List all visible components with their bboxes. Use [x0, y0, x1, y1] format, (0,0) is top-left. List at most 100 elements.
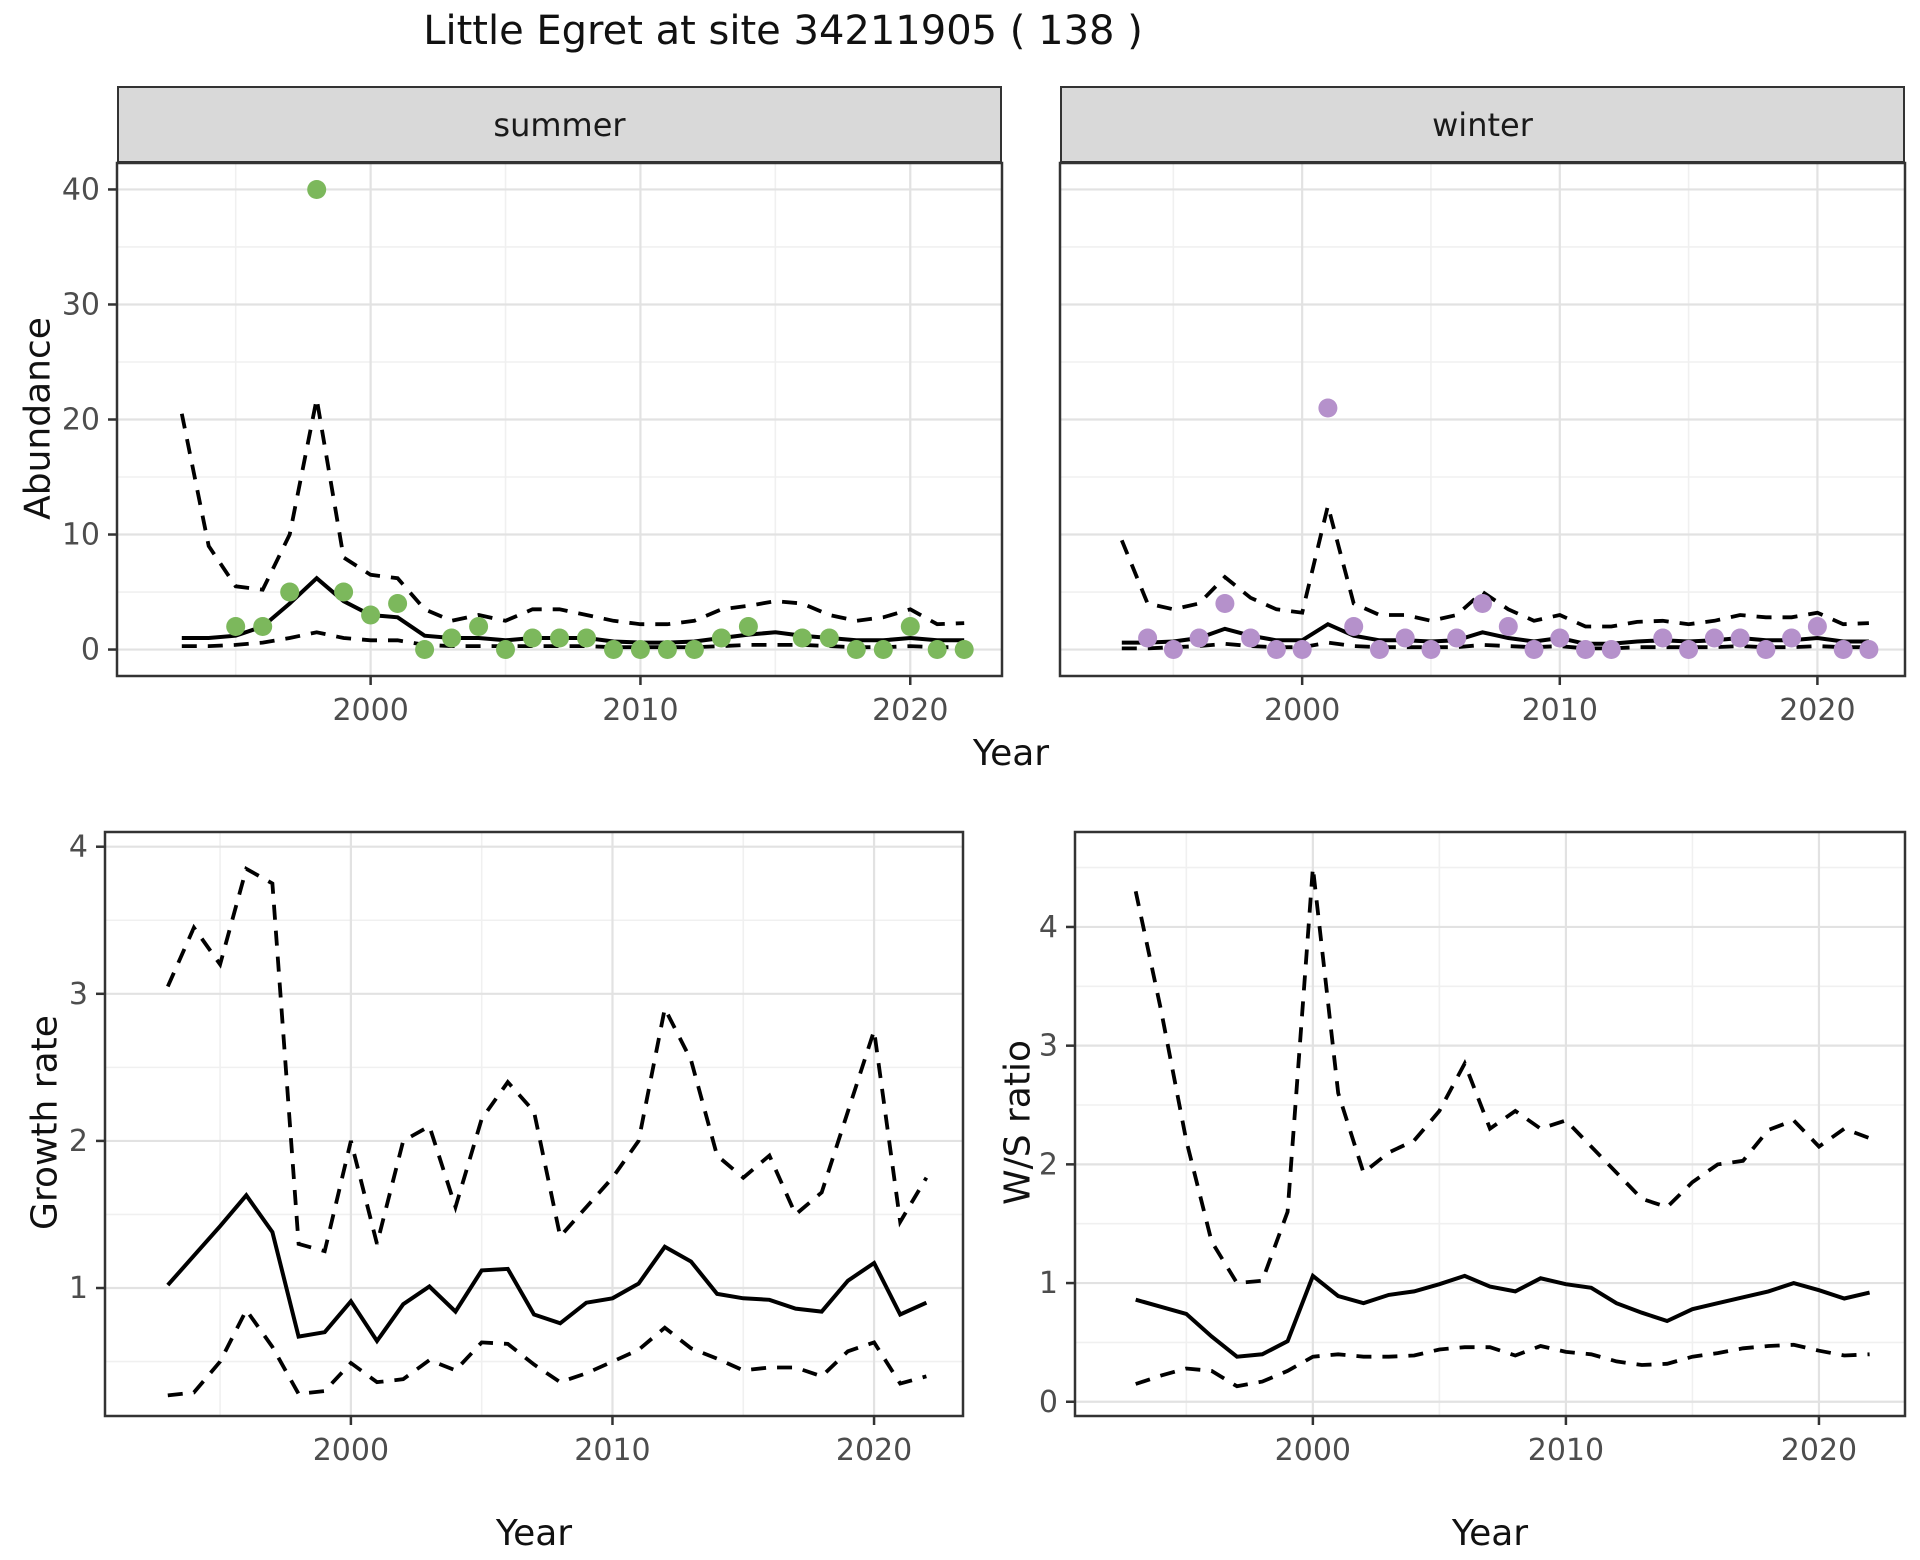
- y-tick-label: 4: [69, 830, 88, 865]
- summer-observation-point: [442, 628, 462, 648]
- summer-observation-point: [550, 628, 569, 648]
- winter-observation-point: [1524, 640, 1544, 659]
- y-tick-label: 2: [1039, 1147, 1058, 1182]
- y-tick-label: 1: [1039, 1266, 1058, 1301]
- summer-observation-point: [577, 628, 596, 648]
- winter-observation-point: [1859, 640, 1879, 659]
- top-year-axis-title: Year: [972, 733, 1050, 774]
- ws-ratio-axis-title: W/S ratio: [997, 1039, 1039, 1206]
- winter-observation-point: [1163, 640, 1183, 659]
- facet-strip-winter: winter: [1060, 86, 1905, 163]
- summer-observation-point: [604, 640, 623, 659]
- panel-winter: 2000 2010 2020: [1058, 161, 1907, 728]
- winter-observation-point: [1704, 628, 1724, 648]
- winter-observation-point: [1730, 628, 1750, 648]
- winter-lower_ci-line: [1121, 640, 1869, 651]
- x-tick-label: 2020: [836, 1433, 912, 1468]
- panel-ws: 2000 2010 2020 0 1 2 3 4: [1039, 830, 1907, 1468]
- winter-observation-point: [1447, 628, 1467, 648]
- x-tick-label: 2010: [1522, 693, 1598, 728]
- winter-observation-point: [1421, 640, 1441, 659]
- ws-year-axis-title: Year: [1451, 1513, 1529, 1554]
- x-tick-label: 2000: [313, 1433, 389, 1468]
- growth-upper_ci-line: [166, 865, 929, 1254]
- winter-observation-point: [1215, 594, 1235, 613]
- summer-observation-point: [469, 617, 489, 636]
- y-tick-label: 0: [1039, 1385, 1058, 1420]
- winter-observation-point: [1344, 617, 1364, 636]
- winter-upper_ci-line: [1120, 505, 1869, 629]
- y-tick-label: 30: [62, 287, 100, 322]
- winter-observation-point: [1601, 640, 1621, 659]
- panel-border: [1073, 830, 1907, 1418]
- winter-observation-point: [1370, 640, 1389, 659]
- growth-rate-axis-title: Growth rate: [24, 1015, 66, 1230]
- facet-strip-winter-label: winter: [1432, 105, 1533, 144]
- winter-observation-point: [1138, 628, 1158, 648]
- winter-observation-point: [1498, 617, 1518, 636]
- summer-observation-point: [873, 640, 893, 659]
- summer-observation-point: [819, 628, 839, 648]
- summer-observation-point: [792, 628, 812, 648]
- summer-observation-point: [846, 640, 866, 659]
- ws-lower_ci-line: [1135, 1342, 1870, 1389]
- growth-year-axis-title: Year: [495, 1513, 573, 1554]
- y-tick-label: 3: [1039, 1029, 1058, 1064]
- summer-observation-point: [657, 640, 677, 659]
- summer-observation-point: [307, 180, 327, 199]
- summer-observation-point: [630, 640, 650, 659]
- winter-observation-point: [1266, 640, 1286, 659]
- summer-observation-point: [954, 640, 974, 659]
- summer-upper_ci-line: [179, 398, 965, 627]
- summer-observation-point: [738, 617, 758, 636]
- y-tick-label: 40: [62, 172, 100, 207]
- summer-observation-point: [927, 640, 947, 659]
- panel-border: [103, 830, 965, 1418]
- panel-border: [1058, 161, 1907, 678]
- winter-observation-point: [1679, 640, 1699, 659]
- winter-observation-point: [1318, 398, 1338, 418]
- winter-observation-point: [1241, 628, 1261, 648]
- x-tick-label: 2000: [332, 693, 408, 728]
- growth-lower_ci-line: [167, 1306, 927, 1398]
- x-tick-label: 2020: [1781, 1433, 1857, 1468]
- winter-observation-point: [1576, 640, 1595, 659]
- winter-observation-point: [1782, 628, 1802, 648]
- winter-observation-point: [1807, 617, 1827, 636]
- x-tick-label: 2020: [872, 693, 948, 728]
- ws-upper_ci-line: [1133, 867, 1871, 1286]
- abundance-axis-title: Abundance: [17, 317, 59, 520]
- winter-observation-point: [1292, 640, 1312, 659]
- x-tick-label: 2020: [1779, 693, 1855, 728]
- summer-observation-point: [415, 640, 435, 659]
- y-tick-label: 1: [69, 1271, 88, 1306]
- y-tick-label: 0: [81, 633, 100, 668]
- winter-observation-point: [1833, 640, 1853, 659]
- winter-observation-point: [1395, 628, 1415, 648]
- summer-observation-point: [361, 605, 381, 625]
- panel-summer: 2000 2010 2020 0 10 20 30 40: [62, 161, 1004, 728]
- y-tick-label: 4: [1039, 910, 1058, 945]
- x-tick-label: 2010: [602, 693, 678, 728]
- x-tick-label: 2000: [1264, 693, 1340, 728]
- winter-observation-point: [1473, 594, 1492, 613]
- x-tick-label: 2010: [574, 1433, 650, 1468]
- y-tick-label: 10: [62, 518, 100, 553]
- x-tick-label: 2010: [1528, 1433, 1604, 1468]
- summer-observation-point: [900, 617, 920, 636]
- winter-observation-point: [1653, 628, 1673, 648]
- winter-observation-point: [1550, 628, 1570, 648]
- growth-mean-line: [166, 1192, 928, 1345]
- y-tick-label: 20: [62, 403, 100, 438]
- y-tick-label: 2: [69, 1124, 88, 1159]
- summer-observation-point: [226, 617, 246, 636]
- summer-observation-point: [388, 594, 408, 613]
- y-tick-label: 3: [69, 977, 88, 1012]
- x-tick-label: 2000: [1275, 1433, 1351, 1468]
- summer-observation-point: [253, 617, 273, 636]
- summer-observation-point: [684, 640, 704, 659]
- summer-observation-point: [523, 628, 542, 648]
- winter-observation-point: [1756, 640, 1776, 659]
- panel-growth: 2000 2010 2020 1 2 3 4: [69, 830, 965, 1468]
